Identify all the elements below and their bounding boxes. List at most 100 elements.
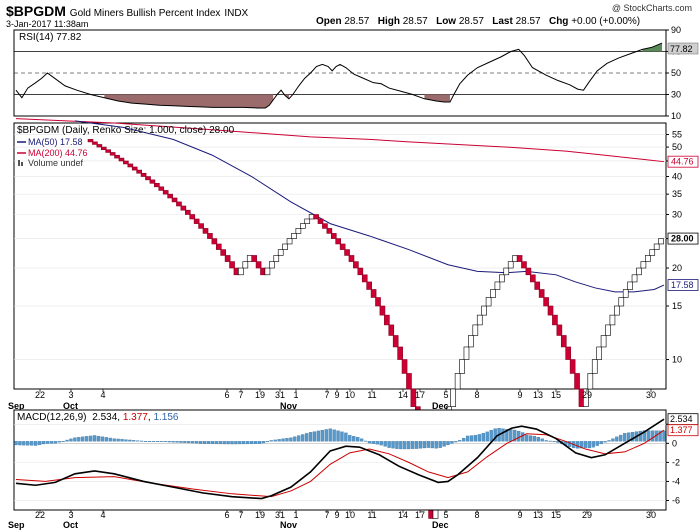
macd-histogram-bar	[367, 441, 372, 444]
macd-histogram-bar	[662, 430, 666, 442]
macd-histogram-bar	[124, 439, 128, 442]
renko-brick-down	[521, 261, 527, 269]
macd-histogram-bar	[104, 437, 108, 442]
renko-brick-down	[100, 146, 107, 151]
rsi-last-badge	[667, 42, 699, 55]
macd-histogram-bar	[18, 441, 22, 446]
renko-brick-up	[600, 335, 607, 348]
rsi-tick-label: 30	[671, 90, 681, 100]
macd-histogram-bar	[88, 435, 93, 442]
macd-histogram-bar	[289, 437, 293, 442]
day-tick-label: 19	[255, 390, 265, 400]
macd-histogram-bar	[450, 441, 454, 444]
renko-brick-down	[224, 255, 231, 262]
renko-brick-up	[636, 267, 642, 276]
macd-histogram-bar	[458, 440, 462, 442]
renko-brick-up	[282, 243, 288, 250]
renko-brick-up	[291, 233, 297, 239]
renko-brick-up	[622, 289, 629, 298]
day-tick-label: 1	[293, 510, 298, 520]
macd-histogram-bar	[481, 432, 486, 442]
renko-brick-down	[211, 238, 218, 245]
renko-brick-down	[140, 172, 147, 177]
macd-histogram-bar	[316, 430, 321, 442]
renko-brick-down	[198, 223, 204, 229]
macd-histogram-bar	[469, 435, 474, 442]
month-tick-label: Dec	[432, 401, 449, 411]
macd-histogram-bar	[513, 429, 517, 442]
day-tick-label: 30	[646, 390, 656, 400]
macd-histogram-bar	[509, 429, 513, 442]
macd-histogram-bar	[603, 441, 607, 443]
macd-histogram-bar	[371, 441, 376, 444]
macd-histogram-bar	[426, 441, 431, 448]
quote-last-value: 28.57	[515, 16, 541, 27]
macd-histogram-bar	[524, 434, 529, 442]
macd-histogram-bar	[544, 440, 548, 442]
renko-brick-down	[530, 274, 536, 283]
renko-brick-up	[499, 274, 505, 283]
macd-histogram-bar	[191, 441, 195, 444]
renko-brick-up	[658, 238, 664, 245]
macd-histogram-bar	[630, 431, 635, 442]
day-tick-label: 14	[398, 390, 408, 400]
renko-brick-up	[627, 281, 633, 290]
month-tick-label: Sep	[8, 520, 25, 530]
rsi-last-value: 77.82	[670, 44, 693, 54]
macd-histogram-bar	[69, 438, 73, 442]
quote-high-label: High	[377, 16, 400, 27]
renko-brick-down	[560, 335, 567, 348]
macd-histogram-bar	[37, 441, 42, 445]
renko-brick-down	[538, 289, 545, 298]
renko-brick-up	[273, 255, 280, 262]
macd-histogram-bar	[65, 439, 69, 442]
macd-histogram-bar	[650, 430, 654, 442]
macd-histogram-bar	[536, 437, 540, 442]
day-tick-label: 31	[275, 390, 285, 400]
macd-histogram-bar	[324, 429, 328, 442]
macd-histogram-bar	[194, 441, 199, 444]
day-tick-label: 30	[646, 510, 656, 520]
renko-brick-down	[410, 388, 417, 407]
day-tick-label: 5	[443, 510, 448, 520]
macd-histogram-bar	[120, 439, 124, 442]
macd-histogram-bar	[505, 429, 509, 442]
day-tick-label: 19	[255, 510, 265, 520]
renko-brick-down	[339, 243, 346, 250]
renko-brick-down	[392, 335, 399, 348]
macd-histogram-bar	[159, 441, 163, 442]
renko-brick-up	[587, 373, 594, 390]
ma50-legend: MA(50) 17.58	[28, 137, 83, 147]
day-tick-label: 22	[35, 510, 45, 520]
renko-brick-down	[162, 190, 169, 195]
renko-brick-down	[384, 314, 390, 326]
macd-histogram-bar	[583, 441, 588, 448]
macd-histogram-bar	[108, 437, 112, 442]
macd-histogram-bar	[96, 435, 101, 442]
macd-histogram-bar	[403, 441, 407, 450]
symbol-exchange: INDX	[224, 8, 249, 19]
macd-histogram-bar	[619, 434, 623, 442]
renko-brick-down	[207, 233, 213, 239]
quote-chg-label: Chg	[548, 16, 569, 27]
macd-histogram-bar	[45, 441, 50, 444]
signal-last-badge	[667, 424, 699, 437]
day-tick-label: 13	[533, 510, 543, 520]
renko-brick-down	[348, 255, 355, 262]
renko-brick-up	[653, 243, 660, 250]
day-tick-label: 17	[415, 390, 425, 400]
renko-brick-down	[220, 249, 227, 256]
macd-histogram-bar	[253, 441, 258, 444]
stockcharts-credit[interactable]: @ StockCharts.com	[611, 3, 692, 13]
renko-brick-up	[481, 305, 487, 316]
day-tick-label: 7	[324, 510, 329, 520]
day-tick-label: 4	[100, 510, 105, 520]
macd-histogram-bar	[92, 435, 97, 442]
macd-histogram-bar	[446, 441, 450, 446]
macd-histogram-bar	[595, 441, 599, 446]
day-tick-label: 14	[398, 510, 408, 520]
renko-brick-down	[123, 160, 129, 165]
signal-last-value: 1.377	[670, 425, 693, 435]
macd-histogram-bar	[293, 436, 297, 442]
